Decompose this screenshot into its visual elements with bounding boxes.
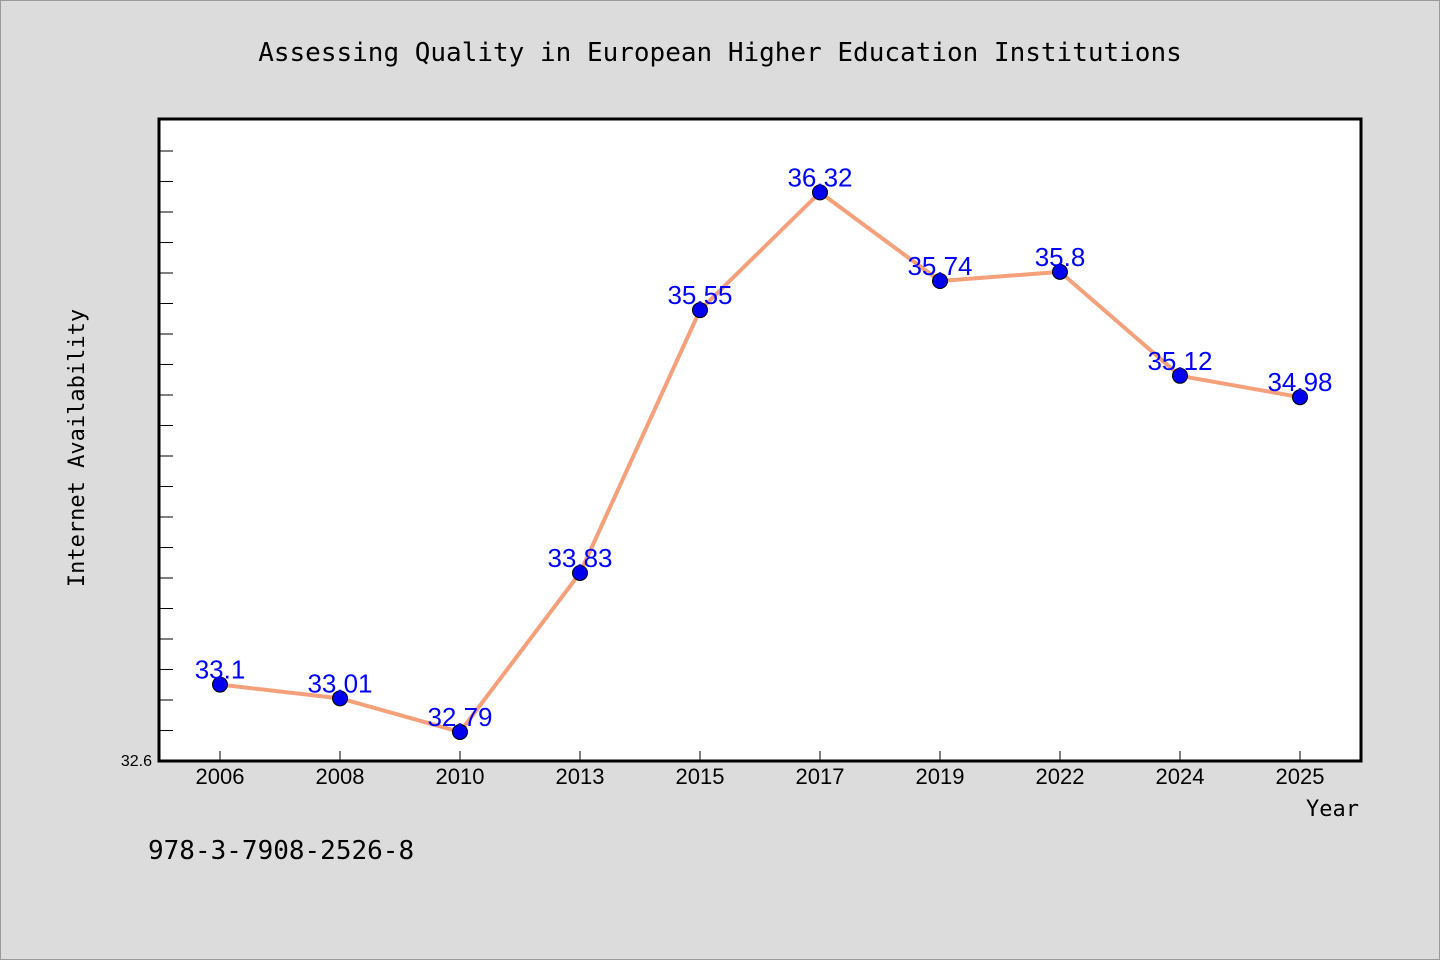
data-point <box>1292 389 1308 406</box>
data-label: 33.83 <box>547 543 612 573</box>
data-label: 32.79 <box>427 702 492 732</box>
x-tick-label: 2025 <box>1276 764 1325 789</box>
y-tick-label-min: 32.6 <box>121 753 152 770</box>
x-tick-label: 2015 <box>676 764 725 789</box>
x-tick-labels: 2006 2008 2010 2013 2015 2017 2019 2022 2024 2025 <box>196 764 1325 789</box>
y-minor-ticks <box>159 150 173 731</box>
data-point <box>452 723 468 740</box>
data-point <box>1052 263 1068 280</box>
x-tick-label: 2017 <box>796 764 845 789</box>
x-tick-label: 2013 <box>556 764 605 789</box>
isbn-text: 978-3-7908-2526-8 <box>148 836 415 866</box>
plot-area <box>157 117 1363 763</box>
x-tick-label: 2019 <box>916 764 965 789</box>
x-tick-label: 2010 <box>436 764 485 789</box>
data-label: 36.32 <box>787 162 852 192</box>
x-tick-label: 2008 <box>316 764 365 789</box>
data-label: 34.98 <box>1267 367 1332 397</box>
data-label: 35.8 <box>1035 242 1086 272</box>
chart-title: Assessing Quality in European Higher Edu… <box>258 38 1182 68</box>
data-point <box>932 273 948 290</box>
data-point <box>692 302 708 319</box>
y-axis-label: Internet Availability <box>65 309 90 587</box>
data-label: 33.01 <box>307 668 372 698</box>
data-point <box>572 564 588 581</box>
data-point <box>1172 367 1188 384</box>
x-ticks <box>219 751 1301 761</box>
x-tick-label: 2022 <box>1036 764 1085 789</box>
data-point <box>332 690 348 707</box>
data-point <box>212 676 228 693</box>
x-axis-label: Year <box>1306 797 1359 822</box>
x-tick-label: 2006 <box>196 764 245 789</box>
data-label: 35.12 <box>1147 346 1212 376</box>
data-label: 35.55 <box>667 280 732 310</box>
data-point <box>812 184 828 201</box>
series-line <box>218 190 1302 734</box>
x-tick-label: 2024 <box>1156 764 1205 789</box>
series-layer: 33.1 33.01 32.79 33.83 35.55 36.32 35.74 35.8 35… <box>195 162 1333 740</box>
data-label: 35.74 <box>907 251 972 281</box>
data-label: 33.1 <box>195 655 246 685</box>
